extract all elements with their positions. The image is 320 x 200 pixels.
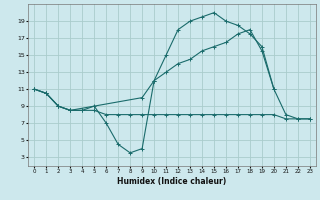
X-axis label: Humidex (Indice chaleur): Humidex (Indice chaleur) <box>117 177 227 186</box>
